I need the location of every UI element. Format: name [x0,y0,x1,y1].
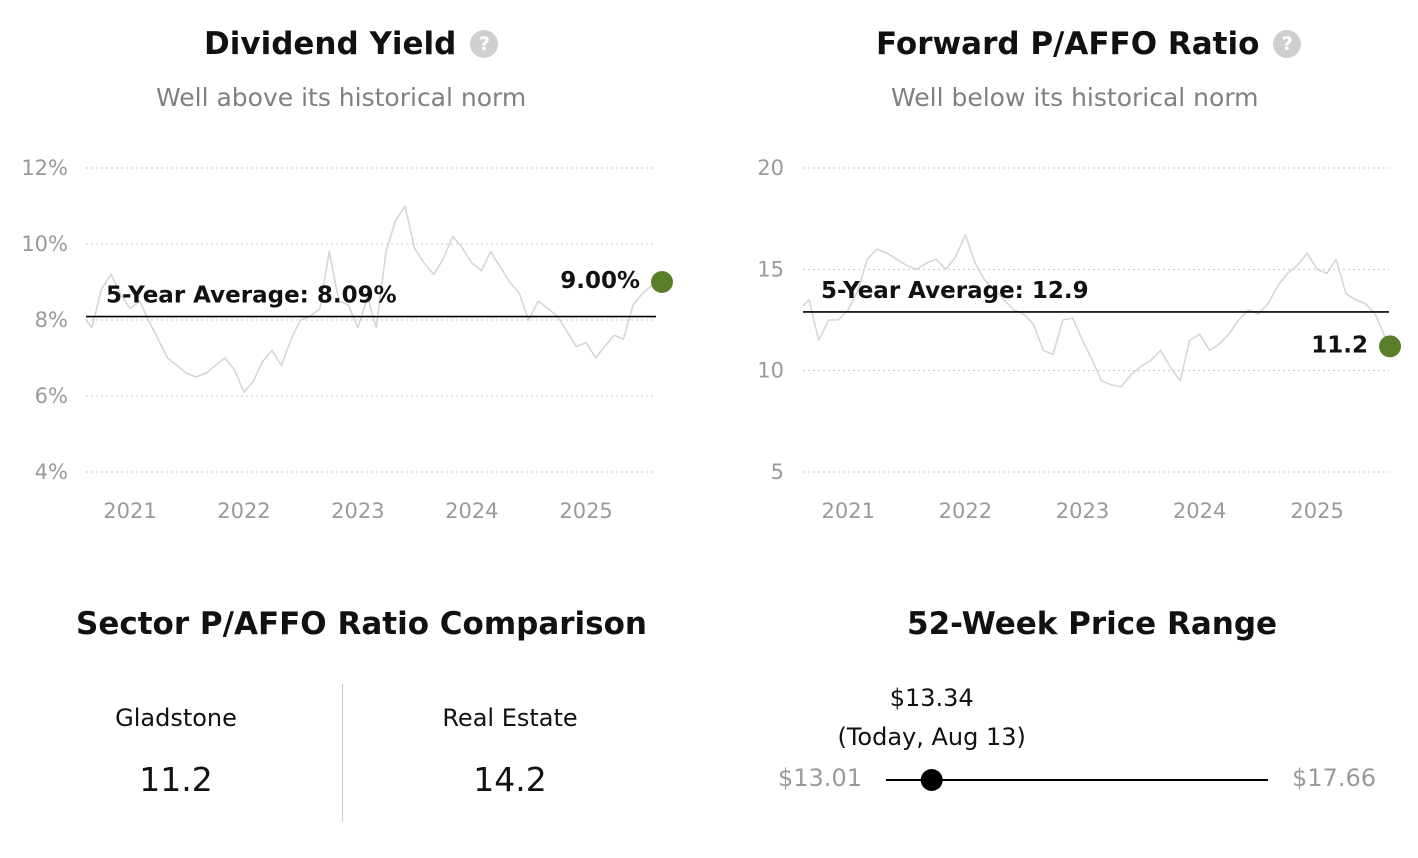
y-tick-label: 20 [757,156,784,180]
pffo-chart: 20 15 10 5 2021 2022 2023 2024 2025 5-Year Averag… [757,156,1401,523]
dividend-yield-subtitle: Well above its historical norm [156,83,527,112]
y-tick-label: 5 [771,460,784,484]
current-price-note: (Today, Aug 13) [837,723,1026,751]
current-price-marker [920,769,943,791]
current-value-dot [651,271,673,293]
dividend-yield-chart: 12% 10% 8% 6% 4% 2021 2022 2023 2024 2025 5-Year A… [21,156,673,523]
x-tick-label: 2021 [103,499,156,523]
x-tick-label: 2025 [1290,499,1343,523]
sector-item-label-gladstone: Gladstone [115,704,237,732]
current-value-label: 11.2 [1311,332,1368,358]
y-tick-label: 10% [21,232,68,256]
y-tick-label: 12% [21,156,68,180]
current-value-dot [1379,335,1401,358]
x-tick-label: 2023 [1056,499,1109,523]
pffo-subtitle: Well below its historical norm [891,83,1259,112]
x-tick-label: 2024 [1173,499,1226,523]
y-tick-label: 4% [35,460,68,484]
current-price: $13.34 [889,684,974,712]
y-tick-label: 15 [757,257,784,281]
sector-item-value-real-estate: 14.2 [473,760,547,799]
price-range-title: 52-Week Price Range [907,606,1278,642]
y-tick-label: 6% [35,384,68,408]
current-value-label: 9.00% [560,268,640,294]
x-tick-label: 2025 [559,499,612,523]
average-label: 5-Year Average: 8.09% [106,283,397,309]
sector-item-label-real-estate: Real Estate [442,704,578,732]
y-tick-label: 8% [35,308,68,332]
x-tick-label: 2023 [331,499,384,523]
x-tick-label: 2022 [217,499,270,523]
y-tick-label: 10 [757,359,784,383]
sector-item-value-gladstone: 11.2 [139,760,213,799]
x-tick-label: 2021 [822,499,875,523]
sector-comparison-title: Sector P/AFFO Ratio Comparison [76,606,647,642]
sector-divider [342,684,343,822]
dividend-yield-title: Dividend Yield [204,26,457,62]
series-line [802,234,1390,388]
average-label: 5-Year Average: 12.9 [821,278,1089,304]
range-low: $13.01 [778,764,862,792]
pffo-title: Forward P/AFFO Ratio [876,26,1260,62]
help-icon[interactable]: ? [470,30,499,58]
pffo-title-row: Forward P/AFFO Ratio ? [876,26,1302,62]
x-tick-label: 2024 [445,499,498,523]
x-tick-label: 2022 [939,499,992,523]
range-high: $17.66 [1292,764,1376,792]
dividend-yield-title-row: Dividend Yield ? [204,26,499,62]
help-icon[interactable]: ? [1273,30,1302,58]
